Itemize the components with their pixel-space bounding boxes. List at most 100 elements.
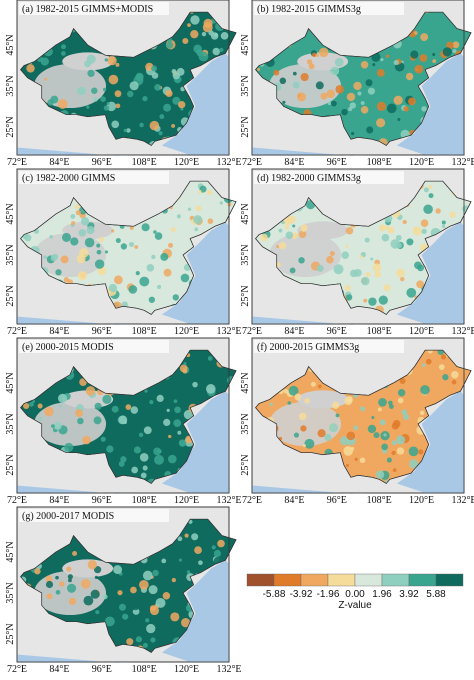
pixel-patch [408, 459, 419, 469]
pixel-patch [182, 37, 189, 45]
pixel-patch [396, 268, 405, 278]
pixel-patch [135, 271, 140, 276]
map-panel: (a) 1982-2015 GIMMS+MODIS 45°N 35°N 25°N 72°… [5, 0, 242, 168]
pixel-patch [55, 575, 59, 580]
china-border [20, 518, 237, 653]
lon-label: 108°E [132, 664, 157, 675]
pixel-patch [412, 226, 422, 236]
pixel-patch [306, 59, 313, 65]
pixel-patch [414, 261, 422, 270]
pixel-patch [381, 233, 390, 242]
pixel-patch [120, 456, 127, 463]
pixel-patch [182, 368, 188, 374]
pixel-patch [150, 637, 156, 643]
pixel-patch [66, 566, 72, 572]
pixel-patch [388, 400, 393, 406]
desert [297, 221, 349, 240]
colorbar-swatch [435, 573, 464, 587]
pixel-patch [127, 90, 134, 98]
panel-frame [16, 337, 230, 494]
pixel-patch [45, 580, 54, 589]
pixel-patch [70, 214, 76, 219]
pixel-patch [353, 425, 359, 431]
pixel-patch [287, 401, 292, 405]
pixel-patch [166, 408, 170, 412]
ocean [252, 485, 369, 494]
pixel-patch [442, 374, 449, 381]
panel-title: (e) 2000-2015 MODIS [22, 342, 114, 353]
pixel-patch [183, 362, 187, 366]
pixel-patch [281, 220, 285, 225]
pixel-patch [202, 22, 213, 33]
pixel-patch [170, 612, 180, 622]
pixel-patch [257, 67, 261, 71]
pixel-patch [68, 597, 77, 606]
pixel-patch [220, 32, 229, 40]
panel-frame [251, 0, 465, 156]
pixel-patch [300, 425, 307, 432]
pixel-patch [151, 254, 156, 260]
ocean [252, 147, 369, 156]
pixel-patch [421, 363, 426, 368]
pixel-patch [189, 12, 194, 14]
pixel-patch [139, 276, 150, 287]
pixel-patch [96, 249, 102, 255]
colorbar-swatch [300, 573, 329, 587]
pixel-patch [331, 401, 340, 409]
colorbar-label: 5.88 [426, 589, 446, 600]
pixel-patch [378, 224, 386, 232]
pixel-patch [364, 237, 370, 243]
pixel-patch [388, 404, 394, 409]
pixel-patch [391, 440, 397, 446]
pixel-patch [419, 410, 425, 416]
pixel-patch [360, 406, 366, 412]
pixel-patch [86, 54, 96, 64]
panel-frame [16, 0, 230, 156]
pixel-patch [152, 569, 159, 577]
pixel-patch [357, 91, 362, 96]
china-border [20, 180, 237, 315]
pixel-patch [310, 381, 316, 387]
lon-label: 108°E [132, 326, 157, 337]
pixel-patch [285, 231, 294, 240]
pixel-patch [163, 103, 172, 112]
lon-label: 132°E [216, 664, 241, 675]
pixel-patch [391, 450, 396, 456]
pixel-patch [141, 223, 150, 232]
ocean [161, 222, 229, 324]
pixel-patch [171, 577, 176, 583]
pixel-patch [91, 87, 98, 95]
pixel-patch [333, 264, 344, 275]
pixel-patch [167, 454, 177, 464]
lon-label: 132°E [216, 495, 241, 506]
pixel-patch [207, 356, 213, 361]
pixel-patch [278, 242, 287, 250]
lat-label: 25°N [240, 116, 251, 137]
pixel-patch [104, 616, 115, 627]
pixel-patch [86, 105, 90, 109]
pixel-patch [324, 433, 332, 442]
pixel-patch [359, 255, 363, 259]
china-border [20, 11, 237, 146]
lat-label: 35°N [5, 75, 16, 96]
pixel-patch [53, 421, 62, 430]
pixel-patch [292, 81, 300, 89]
pixel-patch [133, 446, 141, 454]
pixel-patch [142, 570, 153, 581]
pixel-patch [142, 465, 148, 471]
pixel-patch [123, 128, 128, 133]
pixel-patch [192, 381, 198, 388]
colorbar-swatch [246, 573, 275, 587]
pixel-patch [85, 386, 96, 396]
pixel-patch [376, 118, 386, 128]
pixel-patch [269, 402, 273, 407]
pixel-patch [149, 120, 160, 131]
pixel-patch [148, 585, 158, 595]
pixel-patch [172, 96, 181, 105]
pixel-patch [326, 89, 336, 99]
lon-label: 132°E [451, 495, 474, 506]
lat-label: 45°N [5, 34, 16, 55]
pixel-patch [178, 558, 182, 562]
pixel-patch [165, 89, 173, 98]
lon-label: 120°E [174, 157, 199, 168]
